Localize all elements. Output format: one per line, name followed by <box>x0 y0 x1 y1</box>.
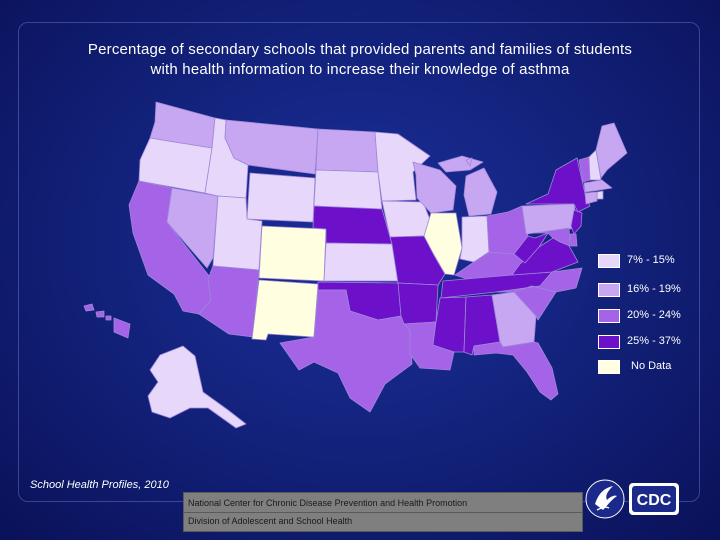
footer-center-name: National Center for Chronic Disease Prev… <box>188 498 468 508</box>
state-pennsylvania <box>521 203 579 235</box>
legend-item-16-19: 16% - 19% <box>598 283 718 297</box>
legend-swatch <box>598 360 620 374</box>
footer-agency-box: National Center for Chronic Disease Prev… <box>183 492 583 532</box>
state-maine <box>595 122 628 179</box>
state-delaware <box>569 233 578 247</box>
map-title: Percentage of secondary schools that pro… <box>20 40 700 80</box>
title-line-1: Percentage of secondary schools that pro… <box>87 41 633 58</box>
legend-swatch <box>598 335 620 349</box>
footer-division-name: Division of Adolescent and School Health <box>188 516 353 526</box>
state-michigan-north <box>465 157 473 167</box>
state-connecticut <box>584 191 598 205</box>
legend-item-25-37: 25% - 37% <box>598 335 718 349</box>
legend-swatch <box>598 254 620 268</box>
state-texas <box>279 289 413 413</box>
state-mississippi <box>432 296 467 353</box>
legend-item-20-24: 20% - 24% <box>598 309 718 323</box>
legend-label: 20% - 24% <box>627 309 681 321</box>
state-maryland <box>534 227 571 247</box>
state-minnesota <box>374 131 431 202</box>
state-wyoming <box>246 172 316 223</box>
state-colorado <box>258 225 327 282</box>
cdc-logo-text: CDC <box>637 492 672 509</box>
legend-label: 16% - 19% <box>627 283 681 295</box>
legend-swatch <box>598 283 620 297</box>
state-michigan-upper <box>437 155 484 173</box>
source-citation: School Health Profiles, 2010 <box>30 479 169 491</box>
cdc-badge-inner <box>632 486 676 512</box>
state-hawaii <box>113 317 131 339</box>
state-massachusetts <box>583 179 613 193</box>
hhs-eagle-icon <box>585 479 625 519</box>
legend-swatch <box>598 309 620 323</box>
state-new-jersey <box>570 209 583 235</box>
legend-item-7-15: 7% - 15% <box>598 254 718 268</box>
state-hawaii-islands <box>83 303 112 321</box>
state-south-dakota <box>313 169 383 210</box>
cdc-logo: CDC <box>585 479 679 519</box>
legend-label: No Data <box>631 360 672 372</box>
legend-label: 7% - 15% <box>627 254 675 266</box>
state-new-mexico <box>251 279 319 341</box>
state-north-dakota <box>315 128 379 173</box>
state-wisconsin <box>412 161 457 214</box>
legend-label: 25% - 37% <box>627 335 681 347</box>
footer-divider <box>184 512 582 513</box>
state-arizona <box>198 265 260 338</box>
state-illinois <box>423 212 463 276</box>
state-nevada <box>166 187 219 269</box>
title-line-2: with health information to increase thei… <box>150 61 570 78</box>
state-arkansas <box>397 282 439 325</box>
state-kansas <box>323 242 399 282</box>
state-michigan <box>463 167 498 217</box>
legend-item-no-data: No Data <box>598 360 718 374</box>
state-rhode-island <box>596 190 604 200</box>
state-iowa <box>381 200 432 238</box>
state-virginia <box>511 237 579 276</box>
state-north-carolina <box>495 267 583 293</box>
state-florida <box>473 341 559 401</box>
state-alaska <box>147 345 247 429</box>
